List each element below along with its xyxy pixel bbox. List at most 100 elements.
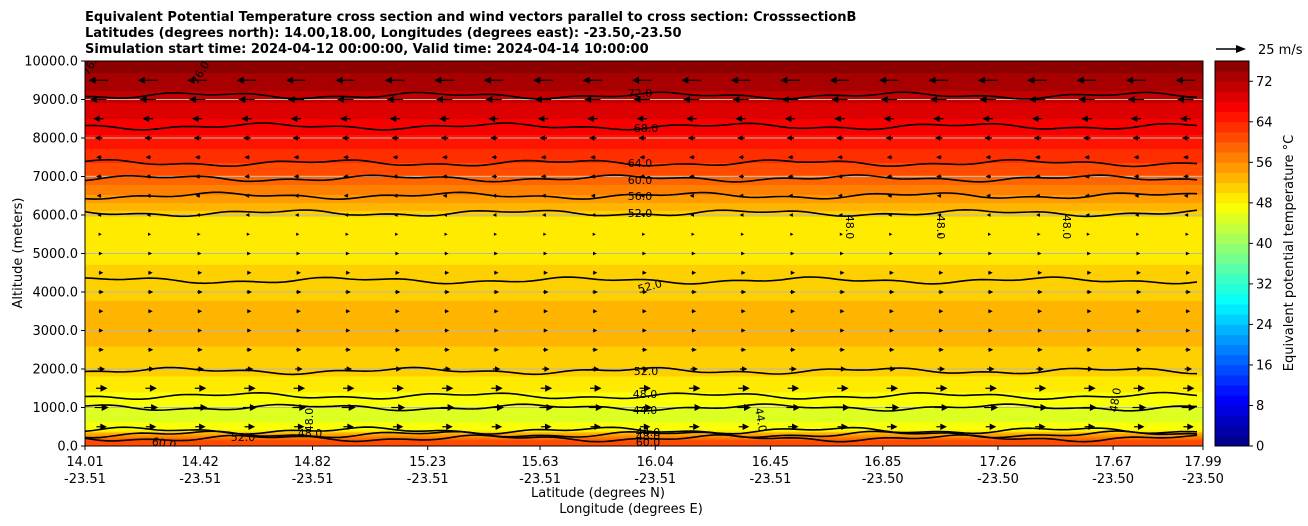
wind-vector: [145, 174, 151, 179]
wind-vector: [1177, 96, 1185, 103]
wind-vector: [436, 96, 443, 103]
wind-vector: [939, 366, 946, 372]
wind-vector: [347, 384, 355, 392]
wind-vector: [148, 251, 153, 256]
wind-vector: [293, 174, 299, 179]
contour-label: 52.0: [634, 365, 659, 378]
field-band: [85, 403, 1203, 407]
colorbar-segment: [1215, 294, 1249, 305]
colorbar-segment: [1215, 253, 1249, 265]
wind-vector: [593, 270, 598, 275]
field-band: [85, 318, 1203, 321]
contour-line: [85, 191, 1198, 201]
wind-vector: [346, 366, 353, 372]
wind-vector: [148, 232, 152, 236]
title-line-1: Equivalent Potential Temperature cross s…: [85, 10, 856, 25]
wind-vector: [99, 289, 104, 295]
wind-vector: [1089, 404, 1097, 411]
wind-vector: [1087, 289, 1093, 295]
wind-vector: [347, 423, 354, 431]
colorbar-segment: [1215, 101, 1249, 113]
wind-vector: [345, 232, 349, 236]
wind-vector: [889, 232, 893, 236]
wind-vector: [936, 154, 941, 160]
wind-vector: [343, 154, 348, 160]
x-tick-label-lon: -23.51: [519, 472, 561, 487]
field-band: [85, 401, 1203, 405]
wind-vector: [887, 213, 892, 217]
wind-vector: [198, 366, 204, 372]
wind-vector: [1037, 309, 1043, 314]
wind-vector: [595, 404, 603, 411]
wind-vector: [541, 193, 546, 198]
field-band: [85, 397, 1203, 401]
field-band: [85, 300, 1203, 303]
field-band: [85, 90, 1203, 94]
wind-vector: [886, 154, 892, 160]
y-tick-label: 2000.0: [33, 363, 79, 378]
field-band: [85, 100, 1203, 104]
wind-vector: [1187, 384, 1195, 392]
wind-vector: [294, 213, 299, 217]
wind-vector: [784, 115, 792, 123]
field-band: [85, 206, 1203, 209]
wind-vector: [793, 404, 801, 411]
wind-vector: [1126, 76, 1134, 84]
wind-vector: [194, 154, 200, 160]
wind-vector: [1136, 328, 1141, 333]
wind-vector: [543, 232, 547, 236]
wind-vector: [101, 404, 109, 411]
contour-line: [85, 276, 1198, 285]
wind-vector: [1087, 251, 1091, 256]
wind-vector: [98, 232, 102, 236]
wind-vector: [592, 232, 596, 236]
wind-vector: [593, 251, 597, 256]
wind-vector: [286, 76, 294, 84]
wind-vector: [188, 96, 196, 103]
colorbar-segment: [1215, 223, 1249, 234]
wind-vector: [1034, 154, 1040, 160]
wind-vector: [985, 174, 991, 179]
field-band: [85, 138, 1203, 142]
field-band: [85, 130, 1203, 134]
wind-vector: [389, 115, 397, 123]
x-tick-label-lat: 17.99: [1184, 455, 1221, 470]
wind-vector: [439, 115, 446, 123]
field-band: [85, 112, 1203, 116]
field-band: [85, 188, 1203, 191]
wind-vector: [249, 404, 257, 411]
wind-vector: [582, 76, 590, 84]
wind-vector: [792, 384, 800, 392]
wind-vector: [1038, 347, 1043, 353]
wind-vector: [191, 115, 199, 123]
wind-vector: [889, 347, 895, 353]
wind-vector: [443, 213, 447, 217]
wind-vector: [829, 76, 837, 84]
wind-vector: [889, 328, 894, 333]
field-band: [85, 286, 1203, 289]
wind-vector: [889, 309, 894, 314]
wind-vector: [494, 328, 499, 333]
y-tick-label: 8000.0: [33, 132, 79, 147]
wind-vector: [200, 404, 208, 411]
colorbar-segment: [1215, 121, 1249, 133]
contour-label: 48.0: [843, 215, 856, 240]
y-axis-label: Altitude (meters): [11, 198, 26, 309]
wind-vector: [1088, 384, 1096, 392]
wind-vector: [1083, 135, 1089, 141]
colorbar-segment: [1215, 425, 1249, 437]
wind-vector: [928, 76, 936, 84]
wind-vector: [1033, 135, 1040, 141]
wind-vector: [840, 328, 845, 333]
wind-vector: [494, 251, 498, 256]
x-axis-label-longitude: Longitude (degrees E): [559, 502, 703, 517]
contour-label: 44.0: [752, 407, 769, 433]
wind-vector: [1183, 174, 1188, 179]
title-line-3: Simulation start time: 2024-04-12 00:00:…: [85, 42, 649, 57]
wind-vector: [197, 270, 203, 275]
field-band: [85, 72, 1203, 76]
wind-vector: [540, 154, 546, 160]
wind-vector: [287, 96, 295, 103]
wind-vector: [840, 347, 845, 353]
wind-vector: [792, 423, 799, 431]
